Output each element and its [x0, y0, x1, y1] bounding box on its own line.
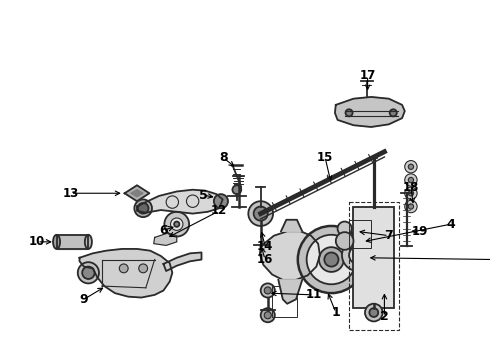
Circle shape [264, 287, 271, 294]
Circle shape [261, 308, 275, 322]
Circle shape [319, 247, 344, 272]
Circle shape [134, 199, 152, 217]
Polygon shape [154, 233, 177, 246]
Circle shape [78, 262, 99, 283]
Polygon shape [131, 190, 143, 197]
Circle shape [405, 200, 417, 213]
Bar [349, 220, 371, 248]
Text: 18: 18 [403, 181, 419, 194]
Circle shape [338, 221, 352, 236]
Circle shape [336, 232, 353, 250]
Circle shape [408, 190, 414, 196]
Circle shape [264, 312, 271, 319]
Circle shape [232, 185, 241, 194]
Text: 8: 8 [219, 152, 228, 165]
Circle shape [365, 304, 383, 321]
Polygon shape [137, 190, 222, 213]
Circle shape [349, 246, 367, 264]
Circle shape [248, 201, 273, 226]
Circle shape [298, 226, 365, 293]
Text: 10: 10 [29, 235, 45, 248]
Text: 15: 15 [317, 152, 333, 165]
Polygon shape [124, 185, 149, 201]
Ellipse shape [85, 235, 92, 249]
Circle shape [369, 308, 378, 317]
Circle shape [82, 267, 95, 279]
Text: 5: 5 [199, 189, 208, 202]
Bar [353, 207, 394, 308]
Circle shape [405, 161, 417, 173]
Text: 6: 6 [159, 224, 168, 237]
Bar [272, 286, 297, 317]
Circle shape [174, 221, 179, 227]
Circle shape [408, 204, 414, 209]
Polygon shape [260, 231, 320, 280]
Circle shape [390, 109, 397, 116]
Bar [349, 202, 398, 330]
Circle shape [164, 212, 189, 237]
Circle shape [139, 264, 147, 273]
Polygon shape [56, 235, 88, 249]
Text: 16: 16 [257, 253, 273, 266]
Circle shape [342, 239, 374, 271]
Circle shape [119, 264, 128, 273]
Text: 19: 19 [412, 225, 428, 238]
Text: 9: 9 [80, 293, 88, 306]
Circle shape [171, 218, 183, 230]
Circle shape [353, 251, 362, 260]
Circle shape [405, 174, 417, 186]
Circle shape [138, 203, 148, 213]
Text: 7: 7 [385, 229, 393, 242]
Polygon shape [335, 97, 405, 127]
Polygon shape [278, 280, 302, 304]
Text: 2: 2 [380, 310, 389, 324]
Circle shape [214, 194, 228, 208]
Circle shape [408, 164, 414, 170]
Ellipse shape [53, 235, 60, 249]
Text: 4: 4 [446, 218, 455, 231]
Polygon shape [281, 220, 302, 231]
Text: 17: 17 [360, 69, 376, 82]
Polygon shape [164, 252, 201, 271]
Text: 11: 11 [306, 288, 322, 301]
Circle shape [261, 283, 275, 297]
Text: 13: 13 [63, 187, 79, 200]
Circle shape [405, 187, 417, 199]
Text: 14: 14 [257, 240, 273, 253]
Circle shape [345, 109, 353, 116]
Circle shape [307, 235, 356, 284]
Text: 12: 12 [211, 204, 227, 217]
Polygon shape [79, 249, 172, 297]
Circle shape [324, 252, 339, 267]
Circle shape [254, 207, 268, 221]
Circle shape [408, 177, 414, 183]
Text: 1: 1 [331, 306, 340, 319]
